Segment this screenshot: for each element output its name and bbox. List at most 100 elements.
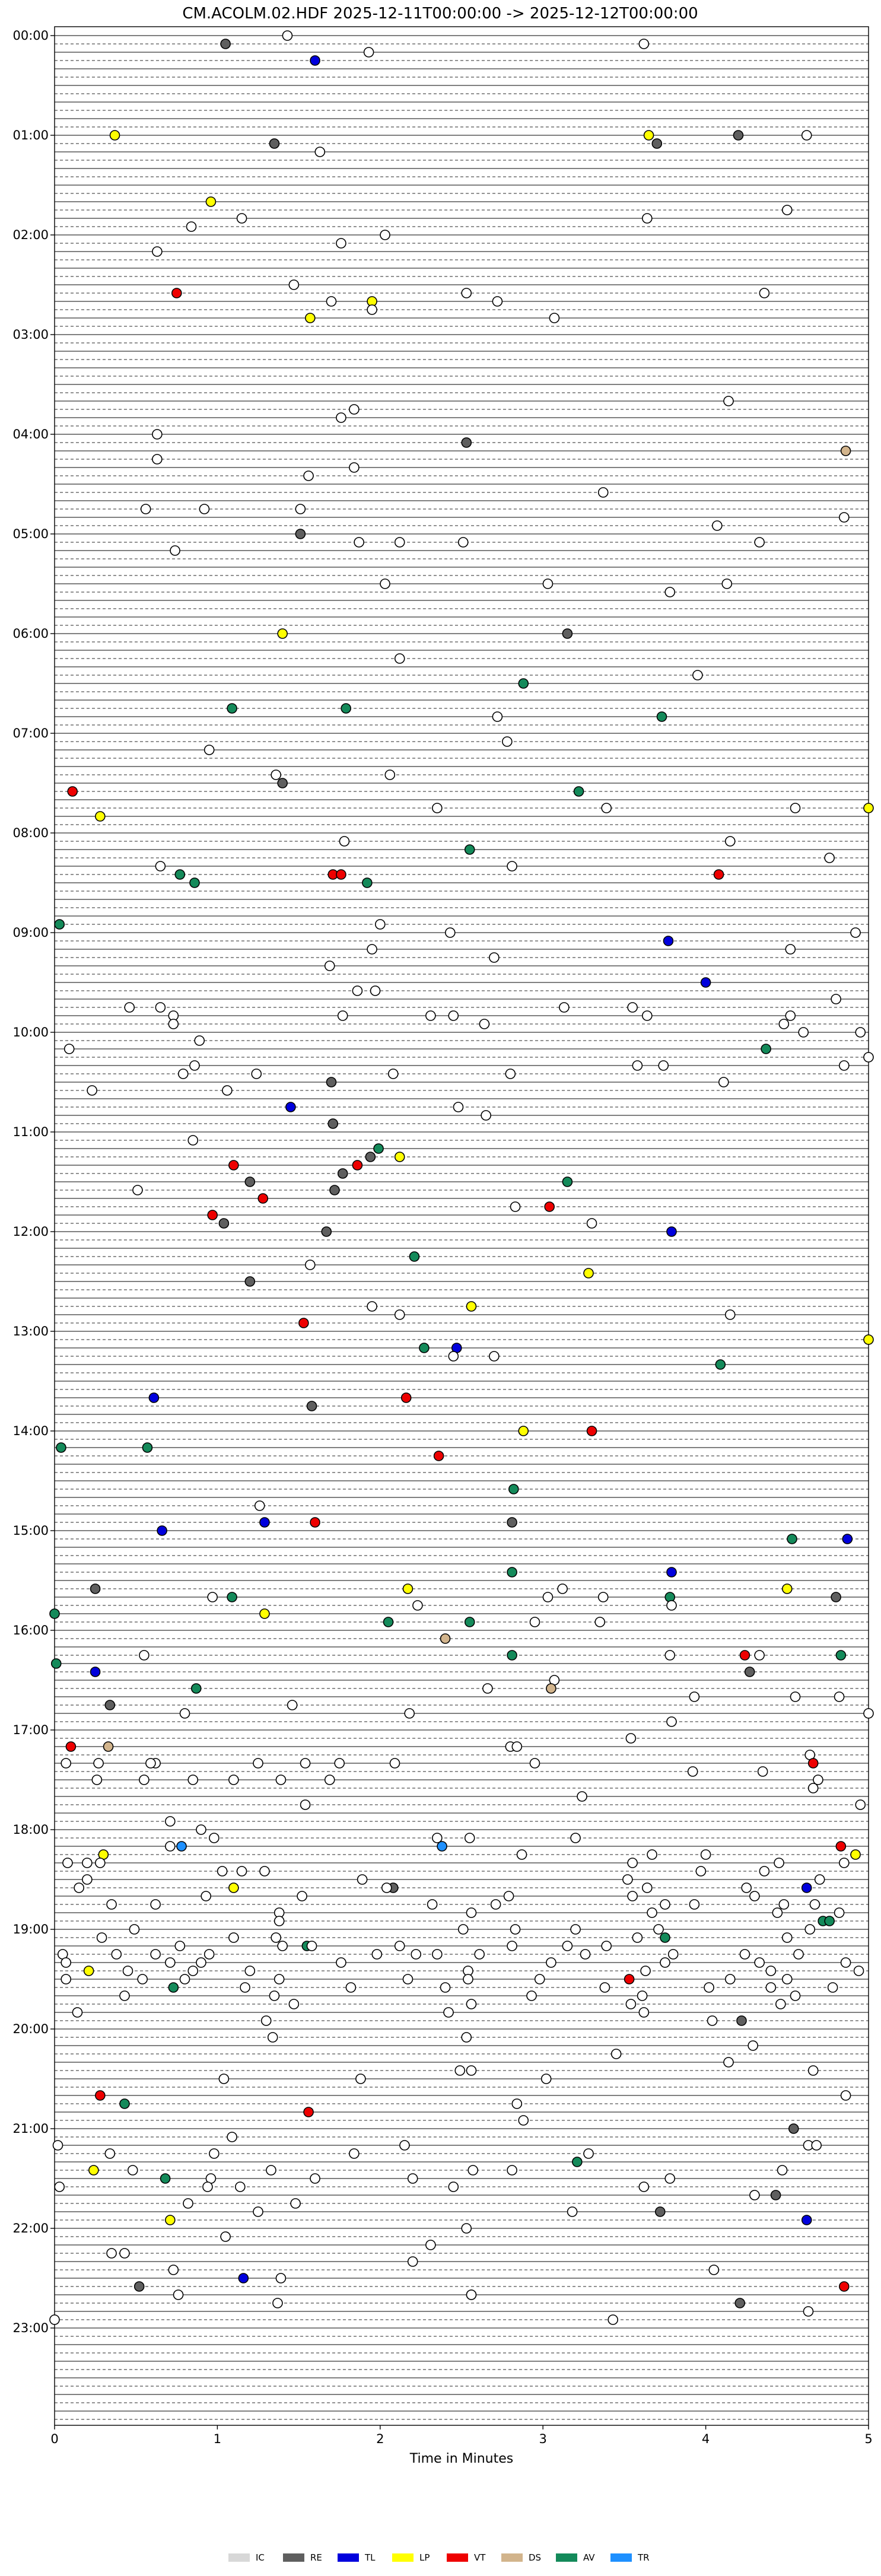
x-tick-label: 2 xyxy=(376,2432,384,2446)
event-marker-av xyxy=(656,711,667,722)
event-marker xyxy=(352,985,363,996)
event-marker xyxy=(466,1999,477,2009)
event-marker xyxy=(562,1941,573,1951)
event-marker xyxy=(454,2065,466,2076)
event-marker-re xyxy=(770,2190,781,2200)
event-marker xyxy=(479,1019,490,1029)
legend-swatch-lp xyxy=(392,2553,414,2562)
event-marker-ds xyxy=(440,1633,451,1644)
event-marker xyxy=(93,1758,104,1769)
event-marker xyxy=(288,279,300,290)
event-marker xyxy=(759,288,770,298)
event-marker xyxy=(179,1974,190,1985)
event-marker-tl xyxy=(801,1882,812,1893)
event-marker xyxy=(505,1068,516,1079)
event-marker xyxy=(306,1941,317,1951)
event-marker-re xyxy=(327,1118,339,1129)
event-marker xyxy=(314,147,326,157)
event-marker xyxy=(782,1932,793,1943)
event-marker xyxy=(464,1833,475,1843)
event-marker-av xyxy=(507,1567,517,1578)
event-marker xyxy=(394,537,405,548)
event-marker xyxy=(653,1924,664,1935)
event-marker xyxy=(266,2165,276,2176)
x-tick-label: 1 xyxy=(214,2432,221,2446)
event-marker-av xyxy=(409,1251,420,1262)
event-marker xyxy=(303,470,314,481)
event-marker xyxy=(355,2073,366,2084)
event-marker xyxy=(778,1899,790,1910)
event-marker-ds xyxy=(103,1741,114,1752)
event-marker xyxy=(839,1060,850,1071)
legend-swatch-tl xyxy=(338,2553,359,2562)
event-marker xyxy=(72,2007,83,2018)
event-marker xyxy=(627,1858,638,1868)
event-marker xyxy=(186,221,197,232)
event-marker-vt xyxy=(586,1426,597,1436)
event-marker xyxy=(526,1990,537,2001)
event-marker xyxy=(664,587,676,597)
event-marker-lp xyxy=(83,1966,94,1976)
event-marker-av xyxy=(383,1617,394,1627)
event-marker xyxy=(467,2165,479,2176)
event-marker xyxy=(824,853,835,863)
event-marker-re xyxy=(218,1218,230,1229)
event-marker xyxy=(407,2173,418,2184)
y-tick-label: 00:00 xyxy=(12,28,49,43)
event-marker-re xyxy=(90,1583,101,1594)
event-marker xyxy=(785,944,796,955)
x-tick-label: 5 xyxy=(864,2432,872,2446)
event-marker xyxy=(254,1500,265,1511)
event-marker xyxy=(63,1044,75,1054)
event-marker xyxy=(297,1891,307,1901)
event-marker xyxy=(201,1891,211,1901)
event-marker xyxy=(457,537,469,548)
event-marker xyxy=(374,919,386,930)
event-marker-re xyxy=(734,2298,746,2308)
event-marker-vt xyxy=(400,1392,412,1403)
event-marker-lp xyxy=(863,1334,874,1345)
event-marker xyxy=(461,288,472,298)
event-marker xyxy=(209,1833,220,1843)
event-marker xyxy=(240,1982,250,1993)
event-marker xyxy=(642,213,653,224)
event-marker xyxy=(601,803,612,813)
event-marker-re xyxy=(651,138,663,149)
event-marker xyxy=(834,1907,845,1918)
event-marker-vt xyxy=(228,1160,239,1171)
event-marker xyxy=(119,1990,130,2001)
event-marker xyxy=(271,1932,281,1943)
event-marker xyxy=(179,1708,190,1719)
event-marker xyxy=(687,1766,698,1777)
event-marker xyxy=(412,1600,423,1611)
event-marker-av xyxy=(190,1683,202,1694)
event-marker xyxy=(689,1691,700,1702)
event-marker xyxy=(777,2165,788,2176)
event-marker xyxy=(432,1833,443,1843)
event-marker-vt xyxy=(544,1201,555,1212)
event-marker xyxy=(152,246,163,257)
y-tick-label: 22:00 xyxy=(12,2221,49,2235)
legend-swatch-re xyxy=(283,2553,304,2562)
event-marker xyxy=(840,1957,851,1968)
legend-swatch-vt xyxy=(447,2553,468,2562)
event-marker xyxy=(339,836,350,847)
y-tick-label: 10:00 xyxy=(12,1025,49,1039)
event-marker xyxy=(597,487,609,498)
event-marker-lp xyxy=(394,1152,405,1162)
event-marker xyxy=(757,1766,768,1777)
event-marker xyxy=(199,504,210,514)
event-marker xyxy=(174,1941,186,1951)
event-marker-re xyxy=(654,2206,666,2217)
event-marker xyxy=(52,2140,63,2151)
legend-label-av: AV xyxy=(583,2552,595,2563)
legend-label-vt: VT xyxy=(474,2552,486,2563)
event-marker-vt xyxy=(171,288,182,298)
event-marker xyxy=(695,1866,707,1877)
event-marker xyxy=(448,2181,459,2192)
event-marker xyxy=(466,2065,477,2076)
event-marker xyxy=(754,537,765,548)
event-marker xyxy=(637,1990,648,2001)
event-marker xyxy=(155,861,166,872)
event-marker xyxy=(371,1949,383,1960)
